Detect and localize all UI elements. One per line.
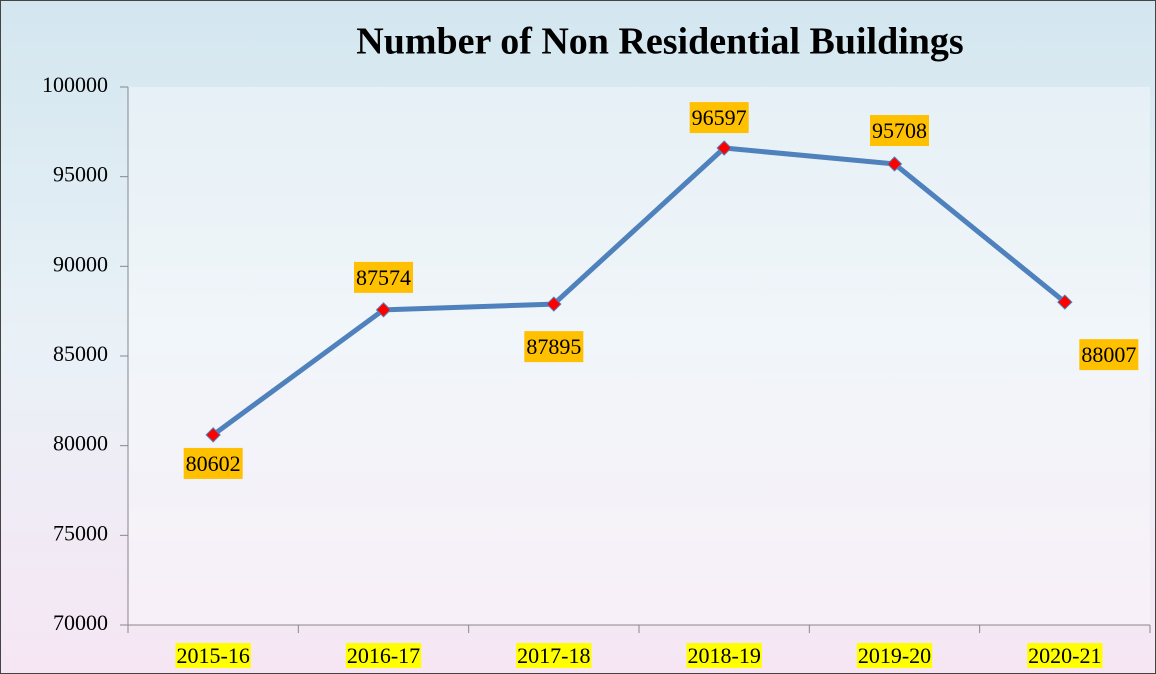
x-tick-label: 2020-21 — [1028, 643, 1101, 668]
chart-title: Number of Non Residential Buildings — [356, 21, 963, 63]
plot-area — [128, 87, 1150, 625]
y-tick-label: 95000 — [53, 162, 108, 187]
data-label: 88007 — [1081, 342, 1136, 367]
y-tick-label: 90000 — [53, 251, 108, 276]
data-label: 80602 — [186, 451, 241, 476]
y-tick-label: 85000 — [53, 341, 108, 366]
x-tick-label: 2016-17 — [347, 643, 420, 668]
x-tick-label: 2018-19 — [688, 643, 761, 668]
x-tick-label: 2019-20 — [858, 643, 931, 668]
data-label: 95708 — [872, 118, 927, 143]
chart: Number of Non Residential Buildings 7000… — [0, 0, 1156, 674]
data-label: 96597 — [692, 105, 747, 130]
y-tick-label: 80000 — [53, 431, 108, 456]
y-tick-label: 75000 — [53, 520, 108, 545]
page: Number of Non Residential Buildings 7000… — [0, 0, 1156, 674]
data-label: 87895 — [526, 334, 581, 359]
x-tick-label: 2017-18 — [517, 643, 590, 668]
y-tick-label: 70000 — [53, 610, 108, 635]
x-tick-label: 2015-16 — [177, 643, 250, 668]
data-label: 87574 — [356, 265, 411, 290]
y-tick-label: 100000 — [42, 72, 108, 97]
